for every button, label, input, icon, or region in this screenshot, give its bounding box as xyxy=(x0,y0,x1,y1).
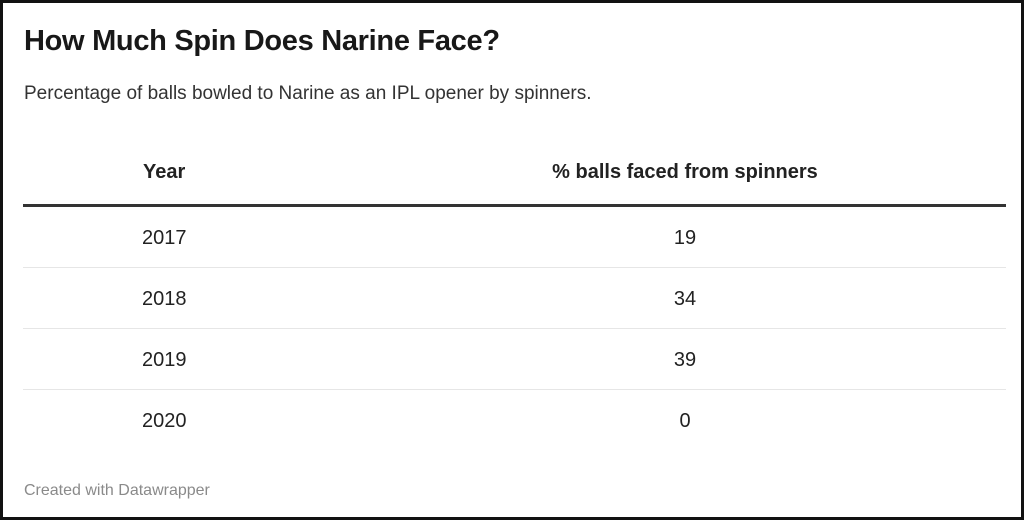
column-header-percent-spin: % balls faced from spinners xyxy=(552,161,818,183)
year-cell: 2020 xyxy=(142,410,187,432)
table-row: 2019 39 xyxy=(23,329,1006,390)
percent-cell: 34 xyxy=(673,288,697,310)
table-row: 2018 34 xyxy=(23,268,1006,329)
chart-title: How Much Spin Does Narine Face? xyxy=(24,25,500,57)
year-cell: 2017 xyxy=(142,227,187,249)
datawrapper-credit: Created with Datawrapper xyxy=(24,482,210,499)
column-header-year: Year xyxy=(143,161,186,183)
percent-cell: 0 xyxy=(679,410,691,432)
table-row: 2020 0 xyxy=(23,390,1006,450)
year-cell: 2019 xyxy=(142,349,187,371)
table-row: 2017 19 xyxy=(23,207,1006,268)
percent-cell: 19 xyxy=(673,227,697,249)
table-header-row: Year % balls faced from spinners xyxy=(23,143,1006,207)
chart-subtitle: Percentage of balls bowled to Narine as … xyxy=(24,83,592,104)
data-table: Year % balls faced from spinners 2017 19… xyxy=(23,143,1006,450)
percent-cell: 39 xyxy=(673,349,697,371)
year-cell: 2018 xyxy=(142,288,187,310)
